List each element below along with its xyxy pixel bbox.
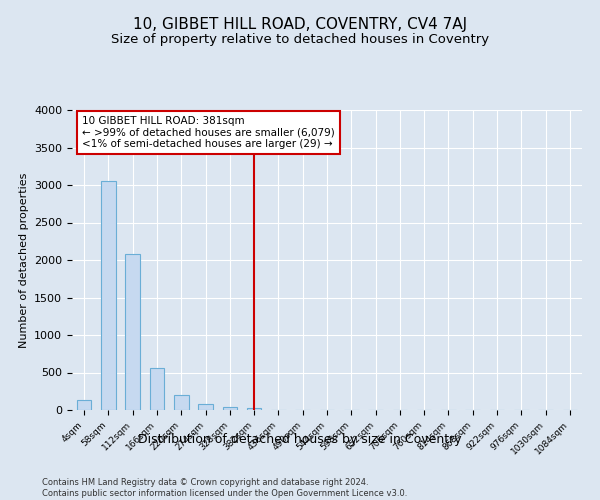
Bar [247, 408, 262, 410]
Bar [174, 395, 188, 410]
Text: Distribution of detached houses by size in Coventry: Distribution of detached houses by size … [138, 432, 462, 446]
Y-axis label: Number of detached properties: Number of detached properties [19, 172, 29, 348]
Text: Size of property relative to detached houses in Coventry: Size of property relative to detached ho… [111, 32, 489, 46]
Text: 10 GIBBET HILL ROAD: 381sqm
← >99% of detached houses are smaller (6,079)
<1% of: 10 GIBBET HILL ROAD: 381sqm ← >99% of de… [82, 116, 335, 149]
Bar [77, 400, 91, 410]
Bar [198, 404, 213, 410]
Text: 10, GIBBET HILL ROAD, COVENTRY, CV4 7AJ: 10, GIBBET HILL ROAD, COVENTRY, CV4 7AJ [133, 18, 467, 32]
Bar [150, 368, 164, 410]
Text: Contains HM Land Registry data © Crown copyright and database right 2024.
Contai: Contains HM Land Registry data © Crown c… [42, 478, 407, 498]
Bar [223, 407, 237, 410]
Bar [125, 254, 140, 410]
Bar [101, 181, 116, 410]
